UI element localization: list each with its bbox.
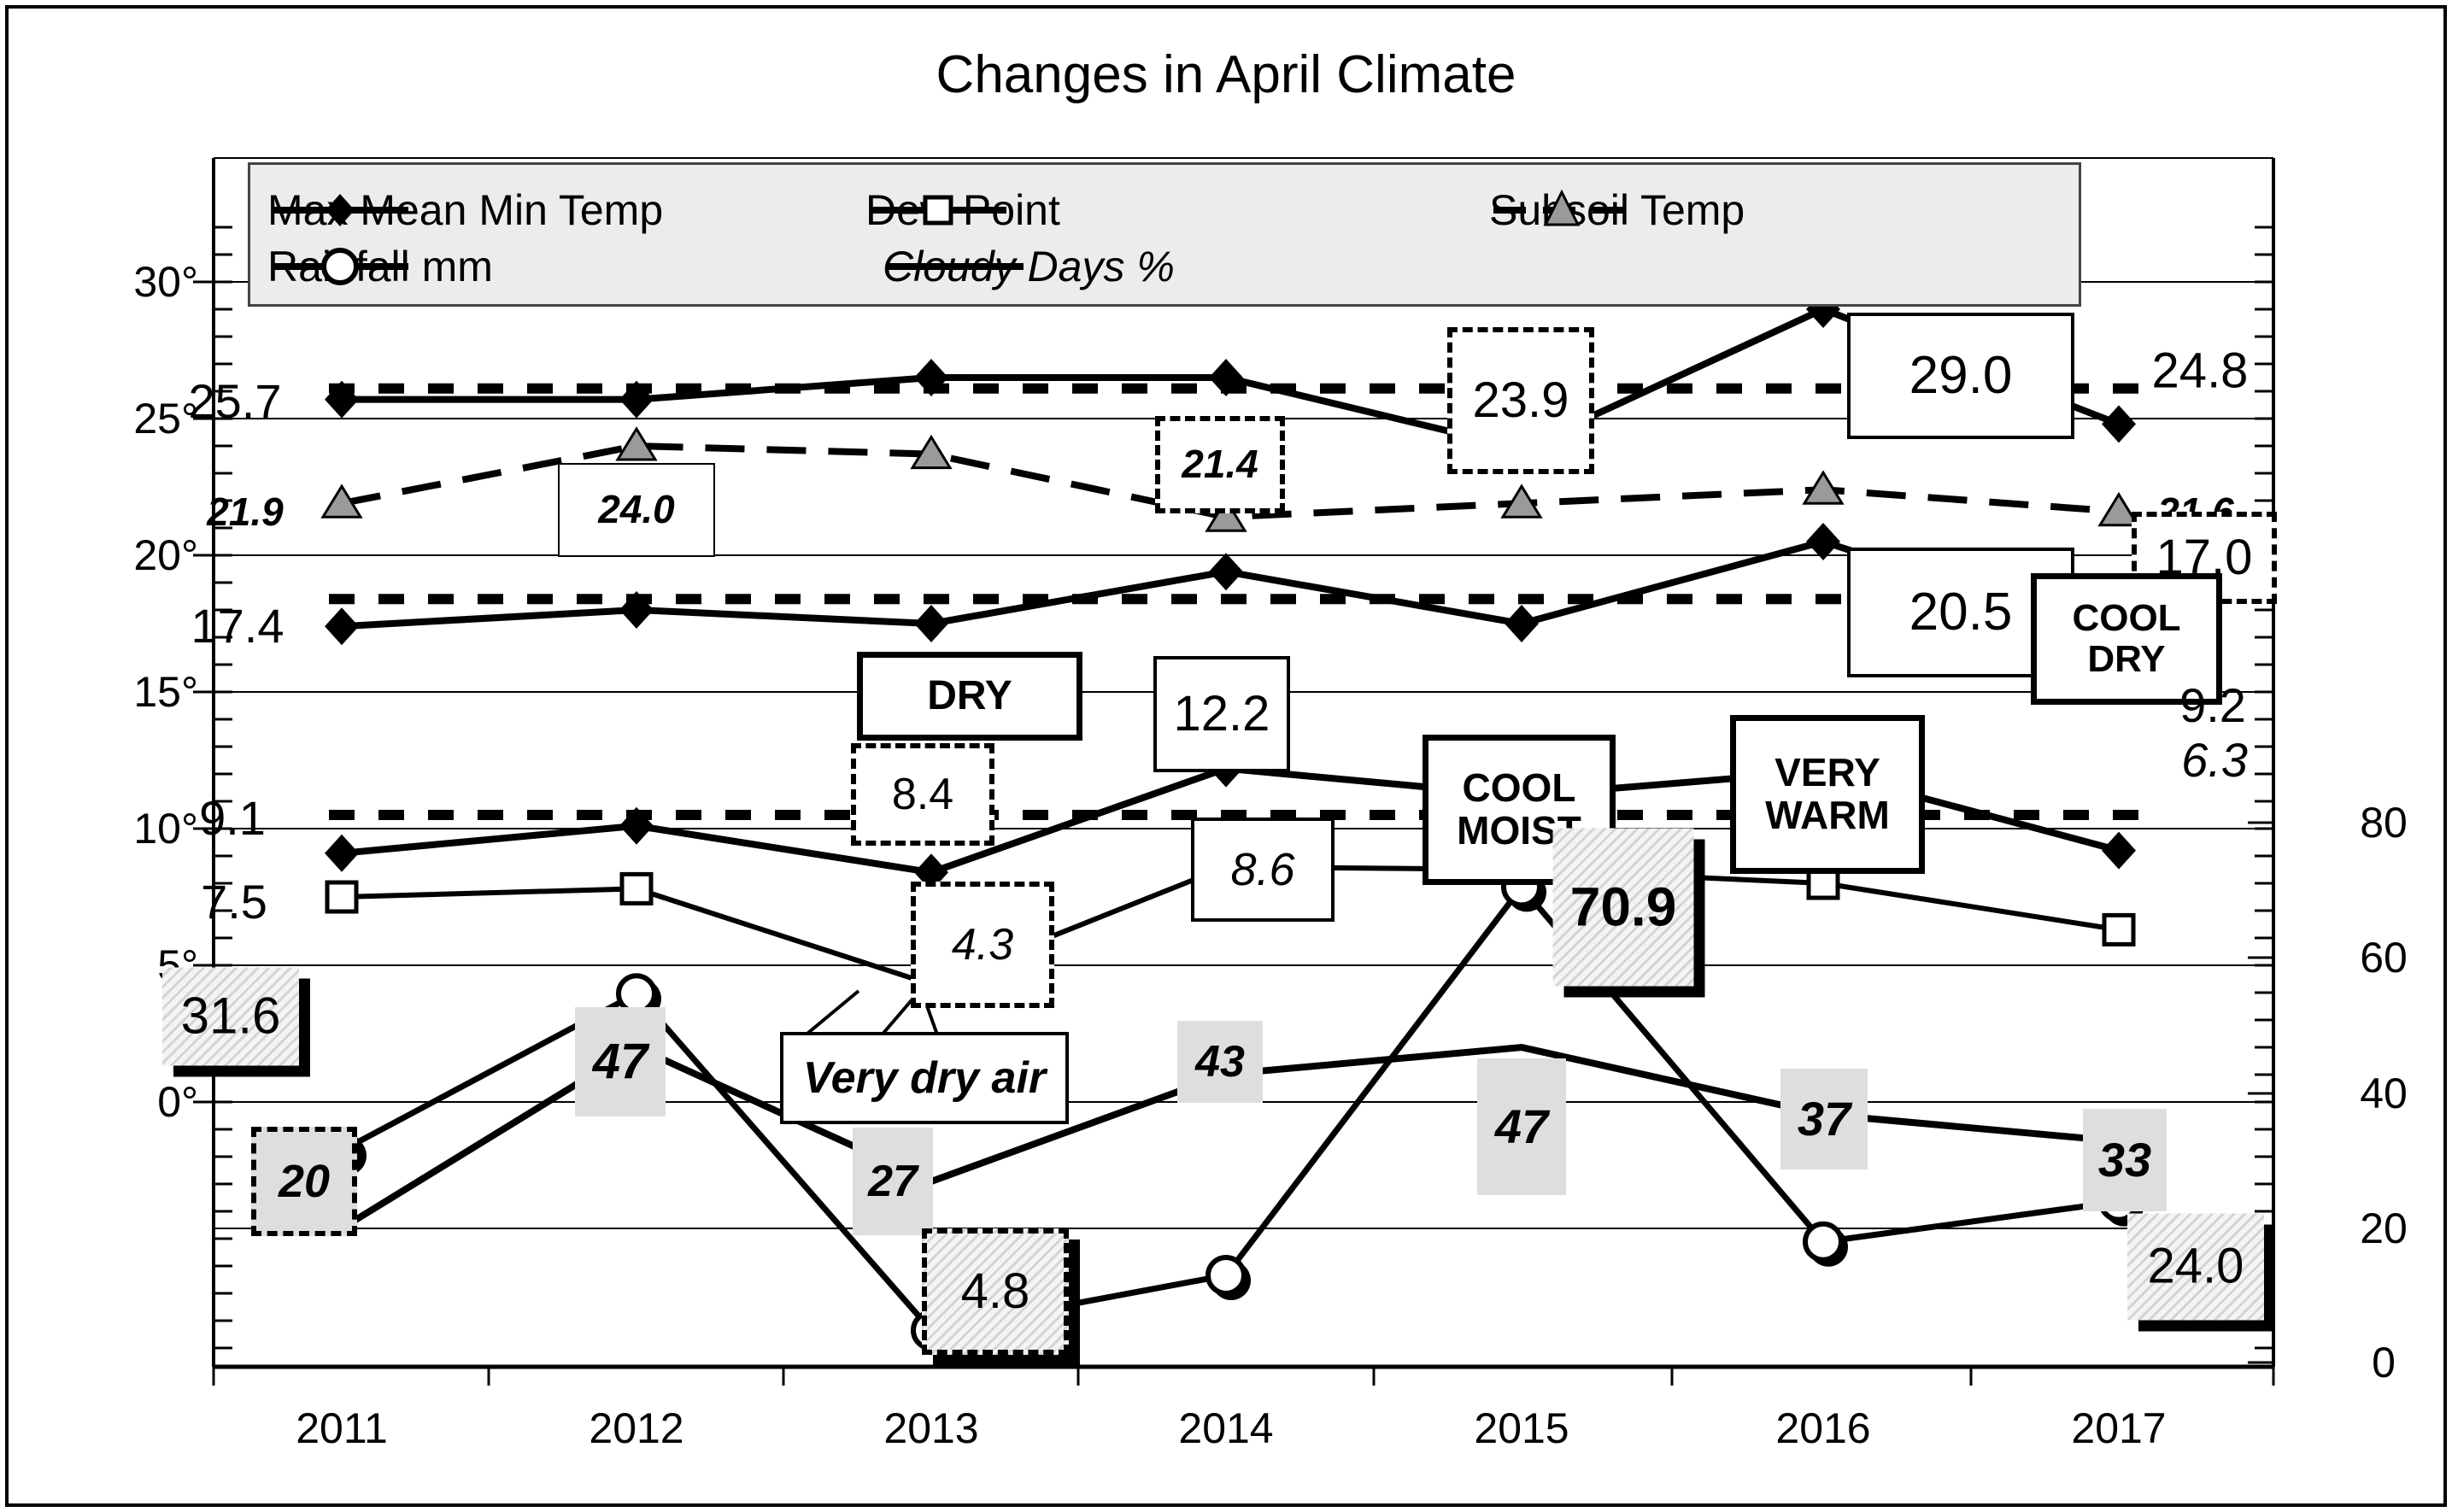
annotation-very-dry-air: Very dry air <box>780 1032 1069 1124</box>
triangle-legend-icon <box>1493 189 1630 226</box>
annotation-very-warm: VERY WARM <box>1730 715 1925 874</box>
annotation-24.0: 24.0 <box>2127 1213 2264 1321</box>
diamond-marker-icon <box>1209 359 1243 396</box>
diamond-marker-icon <box>1505 605 1539 642</box>
chart-title: Changes in April Climate <box>936 45 1516 104</box>
annotation-4.8: 4.8 <box>922 1228 1069 1355</box>
figure-border <box>5 5 2447 1507</box>
left-axis-tick-label: 30° <box>133 258 198 306</box>
right-axis-tick-label: 60 <box>2360 934 2408 982</box>
annotation-21.4: 21.4 <box>1155 416 1285 513</box>
triangle-marker-icon <box>1500 483 1543 519</box>
diamond-legend-icon <box>272 194 408 226</box>
right-axis-tick-label: 20 <box>2360 1204 2408 1252</box>
left-axis-tick-label: 15° <box>133 668 198 716</box>
annotation-dry: DRY <box>857 652 1082 741</box>
circle-legend-icon <box>272 248 408 285</box>
annotation-7.5: 7.5 <box>201 874 267 929</box>
annotation-9.2: 9.2 <box>2179 677 2246 732</box>
annotation-47: 47 <box>575 1007 666 1116</box>
annotation-47: 47 <box>1477 1058 1566 1195</box>
triangle-marker-icon <box>1802 470 1845 505</box>
annotation-23.9: 23.9 <box>1447 327 1594 474</box>
triangle-marker-icon <box>910 434 953 470</box>
annotation-70.9: 70.9 <box>1552 828 1694 987</box>
square-marker-icon <box>2102 912 2136 946</box>
x-axis-year-label: 2015 <box>1474 1404 1569 1452</box>
annotation-25.7: 25.7 <box>188 373 282 428</box>
annotation-8.4: 8.4 <box>851 743 994 846</box>
legend-item-subsoil-temp: Subsoil Temp <box>1489 184 1745 237</box>
legend-item-rainfall-mm: Rainfall mm <box>267 240 493 293</box>
annotation-43: 43 <box>1177 1021 1263 1103</box>
diamond-marker-icon <box>2102 405 2136 443</box>
annotation-20: 20 <box>251 1127 357 1236</box>
annotation-37: 37 <box>1780 1069 1868 1169</box>
square-marker-icon <box>619 871 654 905</box>
diamond-marker-icon <box>325 380 359 419</box>
annotation-12.2: 12.2 <box>1153 656 1290 772</box>
legend-item-dew-point: Dew Point <box>865 184 1060 237</box>
square-legend-icon <box>870 195 1006 226</box>
diamond-marker-icon <box>325 834 359 872</box>
left-axis-tick-label: 0° <box>157 1078 198 1126</box>
circle-marker-icon <box>1803 1221 1844 1263</box>
left-axis-tick-label: 10° <box>133 805 198 853</box>
diamond-marker-icon <box>619 806 654 845</box>
x-axis-year-label: 2012 <box>589 1404 684 1452</box>
diamond-marker-icon <box>1806 523 1840 560</box>
left-axis-tick-label: 25° <box>133 395 198 442</box>
x-axis-year-label: 2016 <box>1775 1404 1871 1452</box>
x-axis-year-label: 2017 <box>2071 1404 2167 1452</box>
annotation-31.6: 31.6 <box>162 967 299 1066</box>
x-axis-year-label: 2013 <box>883 1404 979 1452</box>
annotation-21.9: 21.9 <box>207 489 284 535</box>
triangle-marker-icon <box>320 483 363 519</box>
diamond-marker-icon <box>1209 553 1243 591</box>
annotation-24.0: 24.0 <box>558 463 715 557</box>
square-marker-icon <box>325 880 359 914</box>
annotation-8.6: 8.6 <box>1191 818 1335 922</box>
right-axis-tick-label: 0 <box>2372 1339 2396 1386</box>
annotation-6.3: 6.3 <box>2181 732 2248 787</box>
very-dry-air-callout-leader <box>801 989 860 1039</box>
right-axis-tick-label: 80 <box>2360 799 2408 847</box>
triangle-marker-icon <box>2097 491 2140 527</box>
annotation-cool-moist: COOL MOIST <box>1423 735 1616 885</box>
diamond-marker-icon <box>914 605 948 642</box>
annotation-4.3: 4.3 <box>911 882 1054 1008</box>
circle-marker-icon <box>1205 1254 1247 1296</box>
triangle-marker-icon <box>615 426 658 461</box>
annotation-24.8: 24.8 <box>2151 343 2249 399</box>
x-axis-year-label: 2014 <box>1178 1404 1274 1452</box>
annotation-33: 33 <box>2083 1109 2167 1211</box>
diamond-marker-icon <box>914 359 948 396</box>
annotation-cool-dry: COOL DRY <box>2031 573 2222 705</box>
legend: Max Mean Min Temp Dew Point Subsoil Temp Ra… <box>248 162 2081 307</box>
diamond-marker-icon <box>2102 831 2136 870</box>
triangle-marker-icon <box>1205 497 1247 532</box>
annotation-27: 27 <box>853 1128 933 1235</box>
annotation-17.4: 17.4 <box>191 598 285 653</box>
left-axis-tick-label: 20° <box>133 531 198 579</box>
none-legend-icon <box>887 263 1024 270</box>
annotation-9.1: 9.1 <box>199 790 266 845</box>
legend-item-max-mean-min-temp: Max Mean Min Temp <box>267 184 663 237</box>
diamond-marker-icon <box>325 607 359 646</box>
x-axis-year-label: 2011 <box>296 1404 388 1452</box>
annotation-29.0: 29.0 <box>1847 313 2074 439</box>
legend-item-cloudy-days-: Cloudy Days % <box>883 240 1175 293</box>
diamond-marker-icon <box>619 591 654 629</box>
circle-marker-icon <box>616 973 657 1015</box>
right-axis-tick-label: 40 <box>2360 1070 2408 1117</box>
diamond-marker-icon <box>619 380 654 419</box>
